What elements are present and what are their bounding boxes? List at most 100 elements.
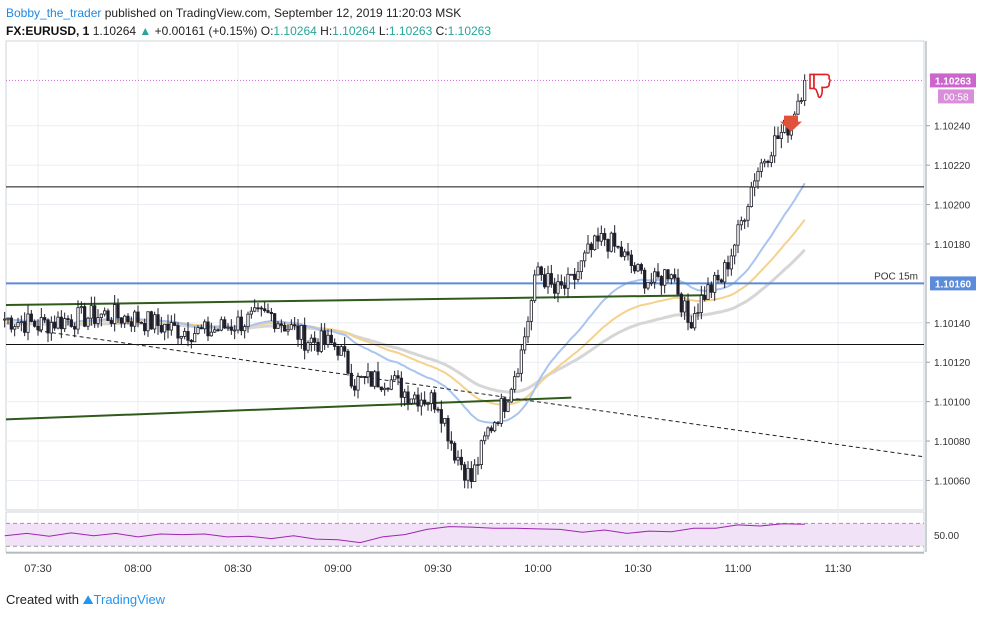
x-tick-label-7: 11:00 — [725, 563, 752, 575]
candle — [753, 173, 757, 197]
candle — [96, 309, 100, 328]
candle-body — [226, 326, 230, 329]
candle — [56, 311, 60, 330]
candle — [203, 319, 207, 334]
candle-body — [433, 392, 437, 410]
candle — [119, 317, 123, 328]
candle — [659, 275, 663, 295]
candle — [246, 311, 250, 333]
candle-body — [693, 313, 697, 329]
candle-body — [663, 269, 667, 286]
candle — [123, 314, 127, 328]
candle — [506, 400, 510, 413]
price-chart[interactable]: POC 15m 1.102401.102201.102001.101801.10… — [0, 0, 988, 586]
candle — [353, 378, 357, 397]
candle-body — [686, 300, 690, 323]
candle-body — [113, 304, 117, 324]
candle-body — [223, 319, 227, 329]
candle — [769, 151, 773, 168]
symbol-label[interactable]: FX:EURUSD, 1 — [6, 24, 90, 38]
candle-body — [739, 220, 743, 226]
candle — [586, 234, 590, 254]
candle-body — [266, 310, 270, 313]
candle — [259, 305, 263, 317]
candle-body — [183, 331, 187, 337]
candle-body — [233, 329, 237, 332]
candle — [163, 323, 167, 341]
candle — [759, 158, 763, 178]
poc-price-tag — [930, 276, 976, 291]
y-tick-label-8: 1.10060 — [934, 476, 971, 487]
candle-body — [186, 331, 190, 341]
candle — [656, 263, 660, 279]
tradingview-brand[interactable]: TradingView — [93, 592, 166, 607]
candle-body — [56, 316, 60, 329]
published-text: published on TradingView.com, September … — [104, 6, 462, 20]
candle — [499, 393, 503, 427]
candle-body — [229, 326, 233, 331]
axes: 1.10240 1.10220 1.10200 1.10180 1.10140 1.101… — [6, 41, 971, 575]
candle — [256, 302, 260, 313]
candle — [139, 321, 143, 324]
candle-body — [609, 232, 613, 252]
last-price: 1.10264 — [92, 24, 137, 38]
candle — [566, 267, 570, 298]
candle — [133, 309, 137, 333]
candle-body — [553, 283, 557, 294]
candle — [273, 312, 277, 333]
candle-body — [449, 440, 453, 444]
candle-body — [263, 308, 267, 312]
candle-body — [679, 293, 683, 313]
candle — [799, 97, 803, 104]
candle-body — [279, 323, 283, 326]
low-label: L: — [378, 24, 389, 38]
candle-body — [259, 307, 263, 310]
candle — [556, 274, 560, 303]
candle — [409, 398, 413, 405]
candle — [303, 317, 307, 360]
candle-body — [116, 304, 120, 319]
candle-body — [193, 333, 197, 343]
candle — [299, 324, 303, 349]
candle-body — [586, 243, 590, 254]
x-tick-label-3: 09:00 — [324, 563, 352, 575]
candle-body — [239, 316, 243, 332]
candle-body — [286, 328, 290, 332]
candle — [773, 126, 777, 164]
candle — [79, 301, 83, 314]
candle — [726, 255, 730, 277]
candle — [339, 344, 343, 356]
candle — [603, 228, 607, 247]
candle-body — [79, 306, 83, 309]
candle — [193, 326, 197, 343]
candle-body — [33, 321, 37, 327]
candle — [509, 387, 513, 403]
y-tick-label-0: 1.10240 — [934, 122, 971, 133]
candle — [286, 324, 290, 336]
candle — [209, 322, 213, 337]
candle-body — [246, 313, 250, 328]
candle — [616, 245, 620, 250]
candle — [113, 294, 117, 332]
high-label: H: — [320, 24, 333, 38]
candle — [496, 421, 500, 427]
candle-body — [406, 391, 410, 404]
candle-body — [583, 252, 587, 262]
candle-body — [139, 321, 143, 324]
candle-body — [413, 394, 417, 400]
author-link[interactable]: Bobby_the_trader — [6, 6, 102, 20]
candle — [749, 181, 753, 208]
candle — [439, 400, 443, 433]
candle-body — [523, 336, 527, 351]
candle-body — [473, 464, 477, 482]
candle-body — [513, 376, 517, 390]
candle — [176, 322, 180, 345]
candle-body — [319, 330, 323, 352]
candle-body — [773, 135, 777, 157]
candle — [423, 391, 427, 407]
candle — [346, 348, 350, 376]
candle — [173, 313, 177, 326]
candle-body — [479, 440, 483, 465]
candle-body — [23, 321, 27, 333]
candle — [159, 316, 163, 334]
